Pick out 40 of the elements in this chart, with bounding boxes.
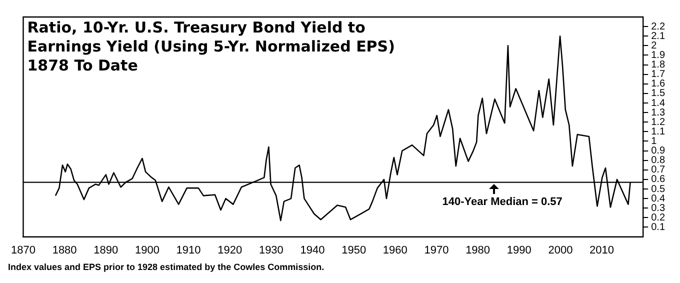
- annotation: 140-Year Median = 0.57: [442, 196, 562, 208]
- y-tick-label: 2.2: [651, 21, 666, 32]
- y-tick-label: 1.8: [651, 60, 666, 71]
- x-tick-label: 1980: [466, 244, 490, 256]
- y-tick-label: 1.6: [651, 78, 666, 90]
- y-tick-label: 1.5: [651, 88, 666, 100]
- y-tick-label: 0.8: [651, 155, 666, 166]
- y-tick-label: 1.2: [651, 116, 666, 128]
- x-tick-label: 1930: [258, 244, 284, 256]
- x-tick-label: 1910: [176, 244, 201, 256]
- y-tick-label: 1.9: [651, 50, 666, 61]
- x-tick-label: 2010: [590, 244, 614, 256]
- y-tick-label: 1.7: [651, 69, 666, 80]
- text: Ratio, 10-Yr. U.S. Treasury Bond Yield to Earnings Yield (Using 5-Yr. Normalized EPS) 1878 To Date: [27, 18, 395, 74]
- x-tick-label: 1880: [52, 244, 77, 256]
- y-tick-label: 0.2: [651, 212, 666, 224]
- x-tick-label: 1970: [424, 244, 449, 256]
- y-tick-label: 1.3: [651, 107, 666, 118]
- y-tick-label: 0.3: [651, 202, 666, 214]
- x-tick-label: 2000: [548, 244, 573, 256]
- x-tick-label: 1900: [134, 244, 160, 256]
- y-tick-label: 1.1: [651, 126, 666, 138]
- x-tick-label: 1940: [300, 244, 325, 256]
- y-tick-label: 0.9: [651, 146, 666, 157]
- x-tick-label: 1870: [10, 244, 36, 256]
- y-tick-label: 0.6: [651, 174, 666, 186]
- y-tick-label: 2.1: [651, 30, 666, 42]
- y-tick-label: 2: [651, 40, 658, 52]
- y-tick-label: 0.7: [651, 164, 666, 176]
- x-tick-label: 1950: [342, 244, 366, 256]
- x-tick-label: 1890: [94, 244, 118, 256]
- x-tick-label: 1990: [506, 244, 532, 256]
- x-tick-label: 1960: [382, 244, 408, 256]
- text: Index values and EPS prior to 1928 estimated by the Cowles Commission.: [8, 262, 326, 272]
- y-tick-label: 1: [651, 136, 658, 147]
- y-tick-label: 0.5: [651, 184, 666, 195]
- y-tick-label: 0.1: [651, 222, 666, 233]
- y-tick-label: 0.4: [651, 193, 666, 204]
- x-tick-label: 1920: [218, 244, 242, 256]
- y-tick-label: 1.4: [651, 98, 666, 109]
